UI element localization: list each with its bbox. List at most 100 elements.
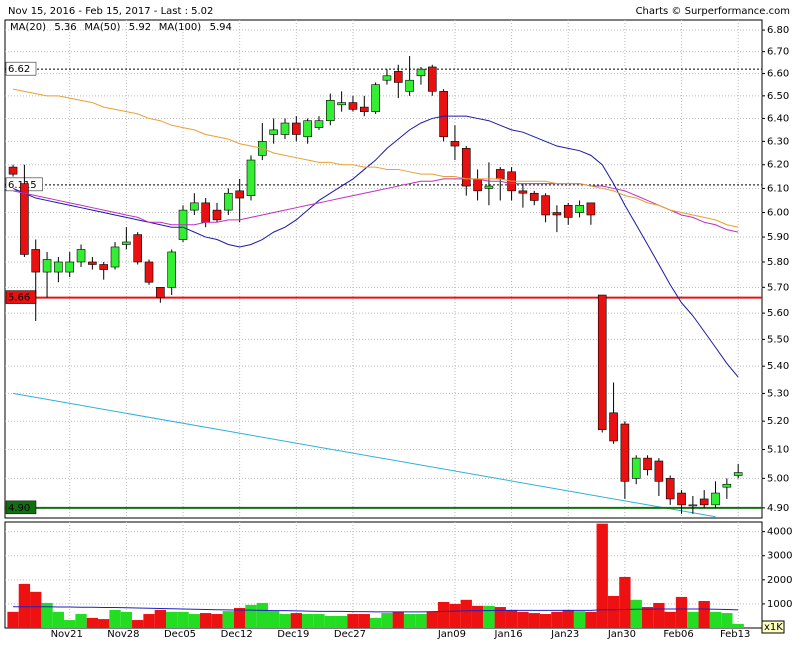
candle-body — [303, 120, 312, 138]
level-label-box — [5, 61, 37, 76]
y-tick-label: 5.40 — [767, 361, 789, 372]
y-tick-label: 5.70 — [767, 282, 789, 293]
volume-bar — [245, 604, 257, 628]
volume-bar — [687, 611, 699, 628]
candle-body — [495, 169, 505, 180]
candle-body — [722, 483, 732, 488]
candle-body — [122, 241, 131, 245]
y-tick-label: 4.90 — [767, 503, 789, 514]
volume-bar — [256, 602, 268, 628]
candle-body — [337, 102, 346, 106]
volume-bar — [358, 614, 370, 628]
legend-value: 5.36 — [54, 22, 76, 33]
x-tick-label: Nov21 — [51, 629, 83, 640]
candle-body — [518, 190, 528, 194]
candle-body — [733, 472, 743, 476]
ma-line — [12, 88, 739, 228]
candle-body — [76, 249, 86, 263]
candle-body — [699, 498, 709, 506]
y-tick-label: 6.40 — [767, 113, 789, 124]
level-label: 6.62 — [8, 64, 30, 75]
x-tick-label: Feb13 — [720, 629, 750, 640]
volume-bar — [267, 611, 280, 628]
candle-body — [31, 249, 41, 273]
x-tick-label: Jan09 — [437, 629, 466, 640]
candle-body — [212, 209, 222, 221]
candle-body — [575, 204, 584, 213]
candle-body — [280, 122, 290, 135]
y-tick-label: 2000 — [767, 575, 792, 586]
volume-bar — [290, 613, 302, 628]
legend-name: MA(50) — [84, 22, 120, 33]
volume-bar — [596, 523, 608, 628]
volume-bar — [109, 609, 121, 628]
candle-body — [529, 192, 539, 201]
y-tick-label: 6.60 — [767, 69, 789, 80]
volume-bar — [392, 611, 404, 628]
y-tick-label: 6.00 — [767, 208, 789, 219]
x-tick-label: Dec05 — [164, 629, 196, 640]
y-tick-label: 6.70 — [767, 47, 789, 58]
candle-body — [541, 195, 550, 216]
volume-bar — [98, 619, 110, 628]
y-tick-label: 3000 — [767, 551, 792, 562]
volume-bar — [653, 602, 665, 628]
volume-bar — [324, 615, 336, 628]
candle-body — [314, 120, 324, 128]
candle-body — [8, 166, 18, 175]
y-tick-label: 5.80 — [767, 257, 789, 268]
y-tick-label: 5.30 — [767, 388, 789, 399]
volume-bar — [211, 614, 223, 628]
level-label: 5.66 — [8, 293, 30, 304]
candle-body — [405, 79, 414, 92]
volume-bar — [222, 611, 234, 628]
y-tick-label: 6.30 — [767, 136, 789, 147]
x-tick-label: Nov28 — [107, 629, 139, 640]
legend-name: MA(20) — [10, 22, 46, 33]
candle-body — [393, 71, 403, 83]
candle-body — [246, 159, 256, 196]
candle-body — [133, 234, 142, 263]
legend-name: MA(100) — [159, 22, 201, 33]
volume-bar — [426, 611, 438, 628]
volume-bar — [664, 611, 676, 628]
candle-body — [42, 259, 52, 273]
volume-bar — [41, 602, 53, 628]
candle-body — [461, 148, 471, 187]
candle-body — [88, 261, 97, 265]
legend-value: 5.92 — [129, 22, 151, 33]
candle-body — [235, 190, 244, 199]
volume-bar — [132, 620, 144, 628]
candle-body — [99, 264, 109, 270]
candle-body — [665, 478, 675, 500]
y-tick-label: 4000 — [767, 527, 792, 538]
volume-bar — [539, 614, 552, 628]
source: Charts © Surperformance.com — [636, 6, 790, 17]
volume-bar — [154, 609, 167, 628]
candle-body — [269, 129, 278, 135]
candle-body — [654, 460, 664, 482]
x-tick-label: Dec12 — [221, 629, 253, 640]
candle-body — [382, 75, 392, 81]
price-panel — [4, 19, 763, 519]
candle-body — [110, 246, 120, 268]
y-tick-label: 5.00 — [767, 473, 789, 484]
legend-value: 5.94 — [210, 22, 232, 33]
x-tick-label: Jan30 — [607, 629, 636, 640]
volume-bar — [573, 611, 586, 628]
ma-line — [12, 115, 739, 378]
level-label-box — [5, 500, 37, 515]
candle-body — [620, 423, 630, 482]
candle-body — [371, 84, 380, 112]
volume-bar — [64, 620, 76, 628]
volume-bar — [709, 611, 722, 628]
volume-bar — [641, 607, 654, 628]
candle-body — [416, 68, 426, 77]
volume-bar — [52, 611, 65, 628]
volume-bar — [562, 609, 574, 628]
volume-bar — [517, 611, 529, 628]
y-tick-label: 6.80 — [767, 25, 789, 36]
y-tick-label: 6.50 — [767, 91, 789, 102]
volume-bar — [177, 611, 189, 628]
volume-bar — [301, 614, 314, 628]
